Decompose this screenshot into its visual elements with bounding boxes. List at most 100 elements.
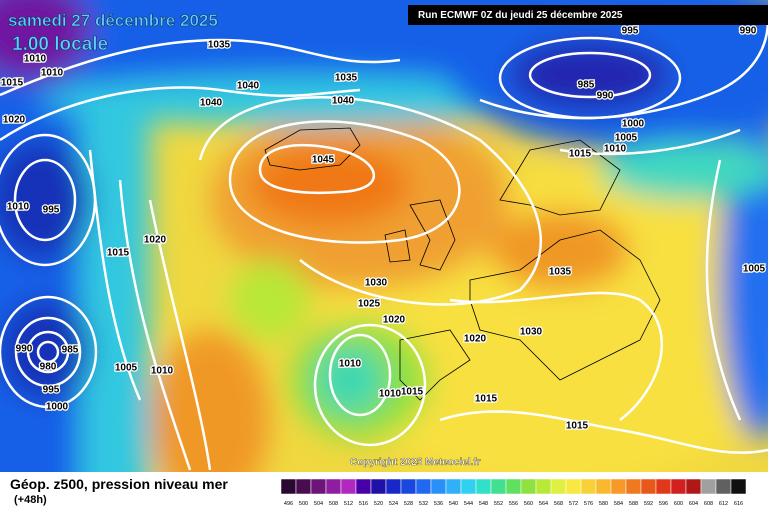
isobar-label: 1035: [549, 267, 572, 278]
isobar-label: 1010: [7, 202, 30, 213]
colorbar-cell: [565, 478, 582, 495]
colorbar-label: 572: [569, 501, 578, 507]
isobar-label: 1020: [3, 115, 26, 126]
colorbar-label: 508: [329, 501, 338, 507]
colorbar-cell: [325, 478, 342, 495]
colorbar-cell: [310, 478, 327, 495]
isobar-label: 1010: [24, 54, 47, 65]
run-label: Run ECMWF 0Z du jeudi 25 décembre 2025: [418, 10, 623, 21]
isobar-label: 1010: [604, 144, 627, 155]
isobar-label: 1040: [332, 96, 355, 107]
colorbar-cell: [595, 478, 612, 495]
colorbar-cell: [340, 478, 357, 495]
colorbar-cell: [610, 478, 627, 495]
colorbar-label: 584: [614, 501, 623, 507]
isobar-label: 1045: [312, 155, 335, 166]
colorbar-label: 500: [299, 501, 308, 507]
isobar-label: 1020: [144, 235, 167, 246]
colorbar-cell: [415, 478, 432, 495]
isobar-label: 1040: [200, 98, 223, 109]
colorbar-label: 552: [494, 501, 503, 507]
run-box: [408, 5, 768, 25]
isobar-label: 1030: [365, 278, 388, 289]
colorbar-label: 544: [464, 501, 473, 507]
colorbar-cell: [535, 478, 552, 495]
isobar-label: 1010: [339, 359, 362, 370]
isobars: [0, 19, 768, 471]
colorbar-label: 592: [644, 501, 653, 507]
colorbar-label: 576: [584, 501, 593, 507]
colorbar-cell: [490, 478, 507, 495]
isobar-label: 1015: [569, 149, 592, 160]
colorbar-cell: [685, 478, 702, 495]
isobar-label: 1005: [743, 264, 766, 275]
colorbar-label: 600: [674, 501, 683, 507]
isobar-label: 985: [578, 80, 595, 91]
colorbar-label: 604: [689, 501, 698, 507]
colorbar-label: 524: [389, 501, 398, 507]
colorbar-cell: [625, 478, 642, 495]
colorbar-label: 568: [554, 501, 563, 507]
isobar-label: 1035: [335, 73, 358, 84]
isobar-label: 1010: [151, 366, 174, 377]
colorbar-label: 536: [434, 501, 443, 507]
colorbar-label: 608: [704, 501, 713, 507]
colorbar-label: 516: [359, 501, 368, 507]
colorbar-cell: [355, 478, 372, 495]
colorbar-cell: [700, 478, 717, 495]
colorbar-label: 556: [509, 501, 518, 507]
colorbar-label: 580: [599, 501, 608, 507]
colorbar-cell: [475, 478, 492, 495]
legend-title: Géop. z500, pression niveau mer: [10, 476, 228, 492]
colorbar-label: 616: [734, 501, 743, 507]
colorbar-label: 532: [419, 501, 428, 507]
isobar-label: 1000: [622, 119, 645, 130]
isobar-label: 1025: [358, 299, 381, 310]
isobar-label: 1010: [41, 68, 64, 79]
isobar-label: 980: [40, 362, 57, 373]
isobar-label: 1015: [107, 248, 130, 259]
isobar-label: 985: [62, 345, 79, 356]
isobar-label: 1020: [464, 334, 487, 345]
isobar-label: 995: [43, 385, 60, 396]
isobar-label: 995: [622, 26, 639, 37]
isobar-label: 1040: [237, 81, 260, 92]
colorbar-label: 588: [629, 501, 638, 507]
colorbar-label: 540: [449, 501, 458, 507]
colorbar-label: 496: [284, 501, 293, 507]
colorbar-cell: [445, 478, 462, 495]
colorbar-cell: [370, 478, 387, 495]
colorbar-cell: [580, 478, 597, 495]
isobar-label: 1005: [115, 363, 138, 374]
map-title: samedi 27 décembre 2025: [8, 11, 218, 30]
colorbar-label: 560: [524, 501, 533, 507]
isobar-label: 1015: [401, 387, 424, 398]
isobar-label: 1020: [383, 315, 406, 326]
colorbar-label: 612: [719, 501, 728, 507]
isobar-label: 990: [597, 91, 614, 102]
colorbar-label: 528: [404, 501, 413, 507]
isobar-label: 1005: [615, 133, 638, 144]
isobar-label: 990: [16, 344, 33, 355]
colorbar-cell: [460, 478, 477, 495]
colorbar-label: 504: [314, 501, 323, 507]
colorbar-label: 564: [539, 501, 548, 507]
colorbar-cell: [655, 478, 672, 495]
copyright: Copyright 2025 Meteociel.fr: [350, 457, 481, 468]
colorbar-cell: [670, 478, 687, 495]
isobar-label: 1015: [475, 394, 498, 405]
isobar-label: 990: [740, 26, 757, 37]
isobar-label: 995: [43, 205, 60, 216]
coastlines: [264, 127, 661, 401]
map-subtitle: 1.00 locale: [12, 34, 108, 55]
isobar-label: 1015: [566, 421, 589, 432]
colorbar-label: 596: [659, 501, 668, 507]
isobar-label: 1030: [520, 327, 543, 338]
colorbar-cell: [640, 478, 657, 495]
colorbar-cell: [295, 478, 312, 495]
colorbar-cell: [385, 478, 402, 495]
colorbar-label: 512: [344, 501, 353, 507]
